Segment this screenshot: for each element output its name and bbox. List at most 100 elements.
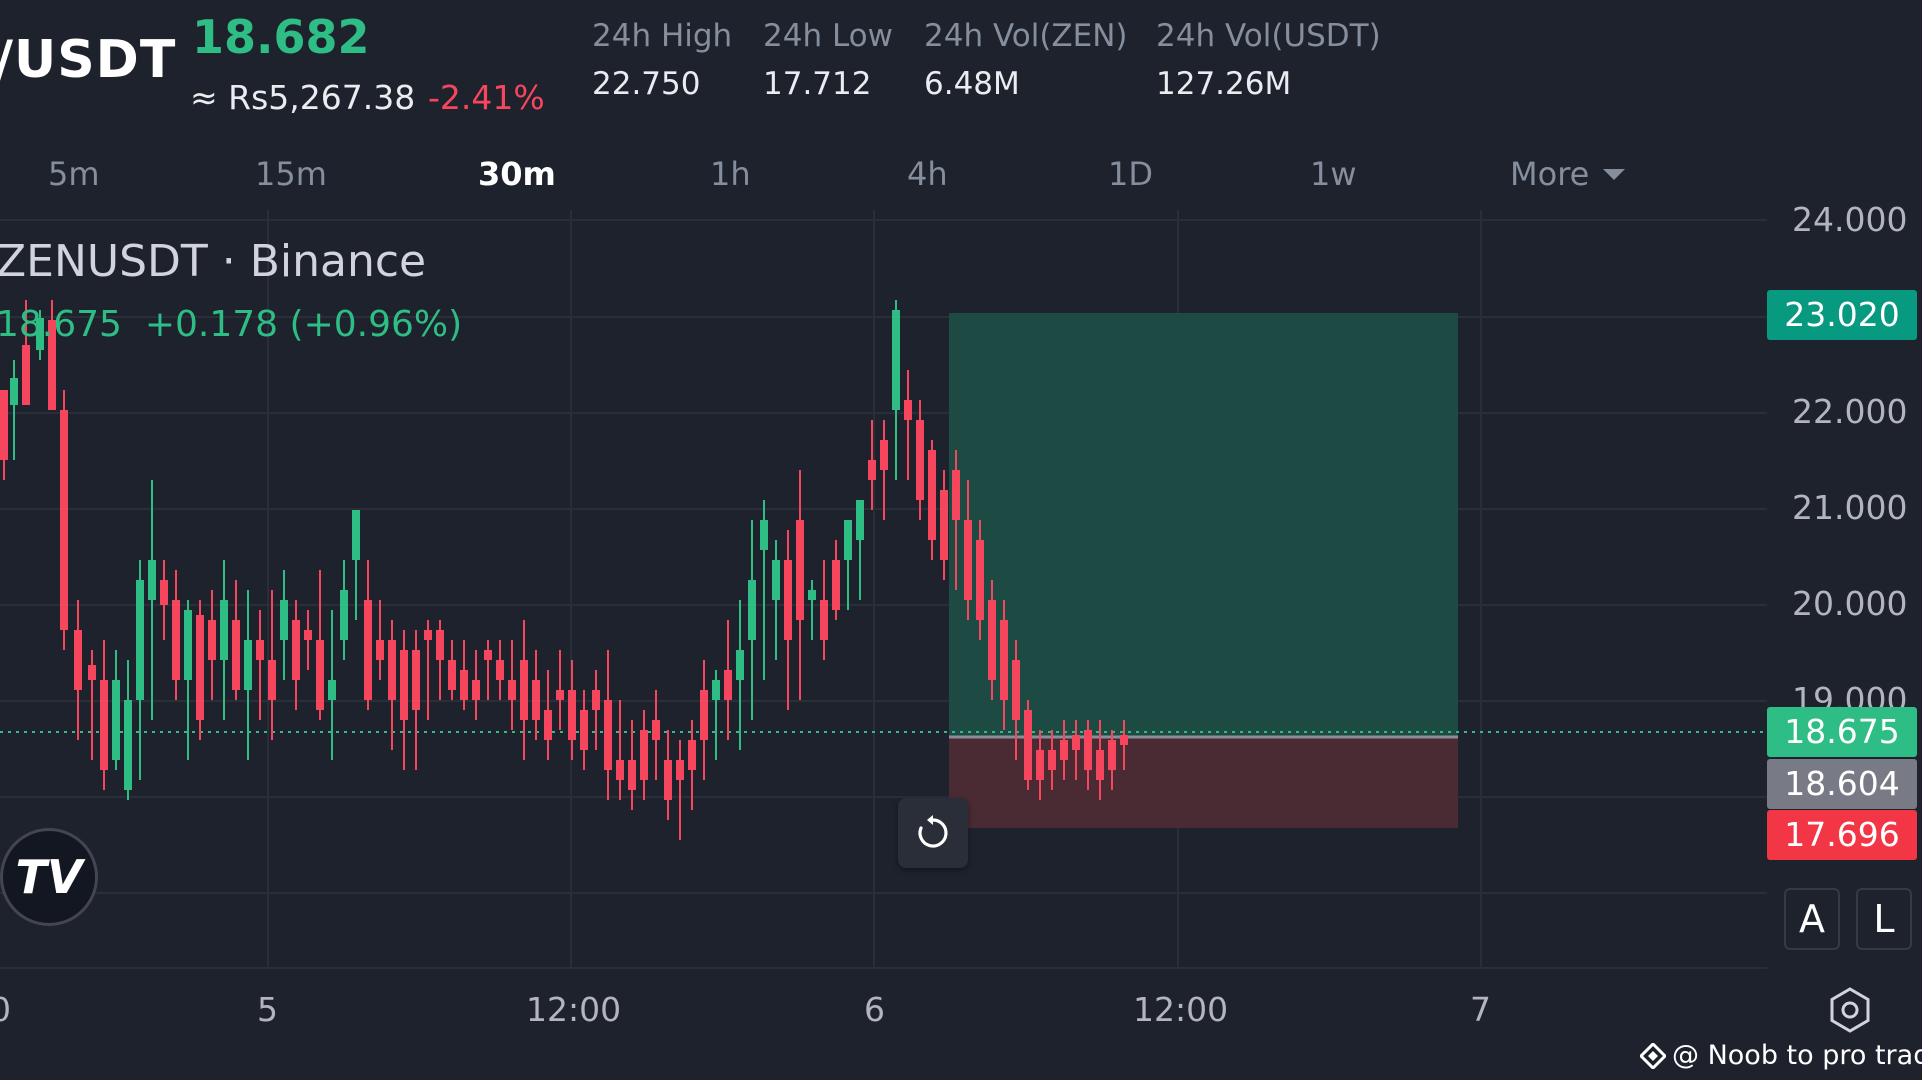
loss-zone[interactable] — [949, 736, 1458, 828]
candle-body — [268, 660, 276, 700]
candle-body — [292, 620, 300, 680]
tab-more[interactable]: More — [1510, 155, 1626, 193]
last-price-tag: 18.675 — [1767, 707, 1917, 757]
candle-body — [304, 630, 312, 640]
candle-body — [964, 520, 972, 600]
candle-body — [412, 650, 420, 710]
candle-body — [472, 680, 480, 700]
candle-body — [124, 700, 132, 790]
x-tick-1200-a: 12:00 — [526, 990, 622, 1029]
candle-body — [328, 680, 336, 700]
candle-body — [1120, 735, 1128, 745]
candle-body — [616, 760, 624, 780]
candle-body — [74, 630, 82, 690]
candle-body — [220, 600, 228, 660]
tab-4h[interactable]: 4h — [907, 155, 948, 193]
candle-body — [436, 630, 444, 660]
candle-body — [1060, 740, 1068, 760]
tab-1w[interactable]: 1w — [1310, 155, 1357, 193]
x-tick-7: 7 — [1470, 990, 1491, 1029]
reset-chart-button[interactable] — [898, 798, 968, 868]
candle-body — [760, 520, 768, 550]
candle-body — [400, 650, 408, 720]
candle-body — [208, 620, 216, 660]
watermark-text: @ Noob to pro trader — [1672, 1040, 1922, 1071]
candle-body — [772, 560, 780, 600]
candle-body — [172, 600, 180, 680]
x-tick-0: 0 — [0, 990, 11, 1029]
target-price-tag: 23.020 — [1767, 290, 1917, 340]
candle-body — [664, 760, 672, 800]
candle-body — [604, 700, 612, 770]
candle-body — [940, 490, 948, 560]
y-tick-24: 24.000 — [1792, 200, 1908, 239]
tab-5m[interactable]: 5m — [48, 155, 100, 193]
legend-last: 18.675 — [0, 304, 122, 345]
candle-body — [1024, 710, 1032, 780]
candle-body — [712, 680, 720, 700]
candle-body — [1000, 620, 1008, 700]
candle-body — [904, 400, 912, 420]
candle-body — [48, 320, 56, 410]
profit-zone[interactable] — [949, 313, 1458, 737]
y-tick-22: 22.000 — [1792, 392, 1908, 431]
candle-body — [112, 680, 120, 760]
entry-price-tag: 18.604 — [1767, 759, 1917, 809]
y-tick-20: 20.000 — [1792, 584, 1908, 623]
candle-body — [280, 600, 288, 640]
candle-body — [388, 640, 396, 700]
candle-body — [652, 720, 660, 740]
candle-body — [448, 660, 456, 690]
candle-body — [952, 470, 960, 520]
candle-body — [628, 760, 636, 790]
candle-body — [196, 615, 204, 720]
candle-body — [88, 665, 96, 680]
fiat-price: ≈ Rs5,267.38 — [190, 78, 416, 117]
candle-body — [832, 560, 840, 610]
candle-body — [688, 740, 696, 770]
candle-body — [880, 440, 888, 470]
stat-value-vol-usdt: 127.26M — [1156, 66, 1292, 102]
candle-body — [232, 620, 240, 690]
stat-label-low: 24h Low — [763, 18, 893, 54]
candle-body — [352, 510, 360, 560]
tradingview-logo[interactable]: TV — [0, 828, 98, 926]
candle-body — [136, 580, 144, 700]
tab-30m[interactable]: 30m — [478, 155, 556, 193]
candle-body — [376, 640, 384, 660]
tab-15m[interactable]: 15m — [255, 155, 327, 193]
reset-icon — [918, 815, 948, 848]
candle-body — [676, 760, 684, 780]
candles — [0, 300, 1128, 840]
watermark: @ Noob to pro trader — [1640, 1040, 1922, 1071]
stat-value-vol-zen: 6.48M — [924, 66, 1020, 102]
candle-body — [10, 378, 18, 405]
log-scale-button[interactable]: L — [1856, 888, 1912, 950]
candle-body — [1036, 750, 1044, 780]
candle-body — [22, 345, 30, 405]
tab-1h[interactable]: 1h — [710, 155, 751, 193]
last-price: 18.682 — [192, 10, 370, 64]
stat-label-vol-zen: 24h Vol(ZEN) — [924, 18, 1128, 54]
auto-scale-button[interactable]: A — [1784, 888, 1840, 950]
settings-button[interactable] — [1826, 986, 1874, 1034]
y-tick-21: 21.000 — [1792, 488, 1908, 527]
candle-body — [592, 690, 600, 710]
stat-label-vol-usdt: 24h Vol(USDT) — [1156, 18, 1381, 54]
candle-body — [724, 670, 732, 700]
candle-body — [60, 410, 68, 630]
candle-body — [496, 660, 504, 680]
legend-change: +0.178 (+0.96%) — [144, 304, 463, 345]
candle-body — [820, 600, 828, 640]
diamond-icon — [1640, 1042, 1666, 1069]
candle-body — [916, 420, 924, 500]
candle-body — [184, 610, 192, 680]
x-tick-6: 6 — [864, 990, 885, 1029]
candle-body — [340, 590, 348, 640]
tab-1d[interactable]: 1D — [1108, 155, 1153, 193]
candle-body — [928, 450, 936, 540]
candle-body — [508, 680, 516, 700]
candle-body — [36, 318, 44, 350]
candle-body — [532, 680, 540, 720]
